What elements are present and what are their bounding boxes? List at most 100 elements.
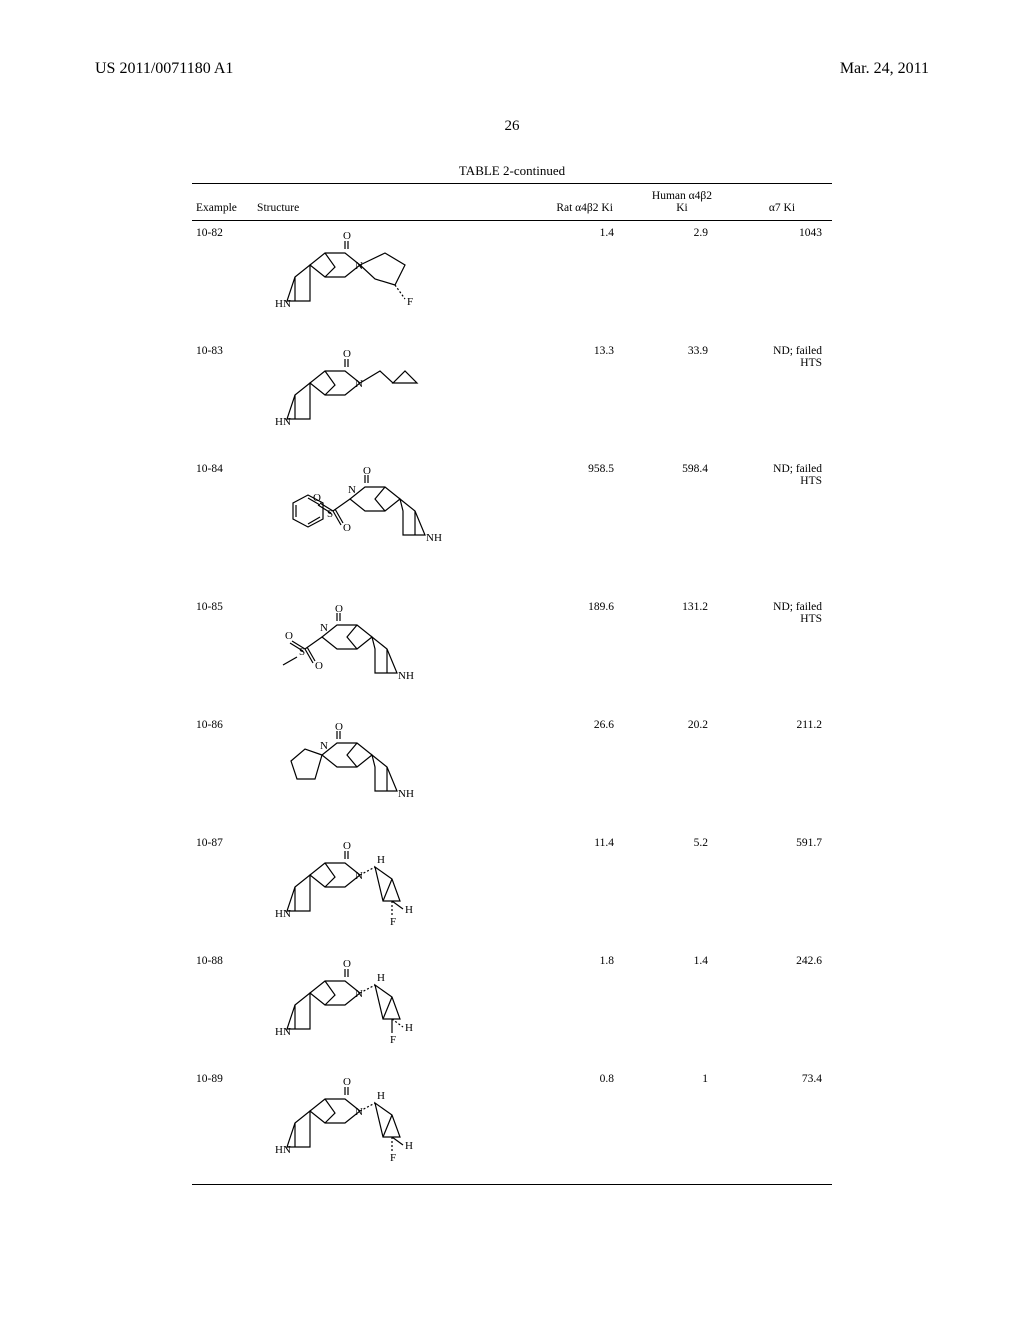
table-row: 10-86 O N NH bbox=[192, 713, 832, 831]
svg-text:F: F bbox=[390, 1152, 396, 1164]
table-header-row: Example Structure Rat α4β2 Ki Human α4β2… bbox=[192, 184, 832, 221]
cell-human: 131.2 bbox=[632, 595, 732, 713]
cell-structure: O N O S O NH bbox=[253, 457, 537, 595]
table-body: 10-82 O N HN bbox=[192, 221, 832, 1185]
cell-example: 10-86 bbox=[192, 713, 253, 831]
structure-diagram-icon: O N HN H F H bbox=[275, 957, 465, 1057]
svg-text:O: O bbox=[315, 660, 323, 672]
svg-text:N: N bbox=[348, 484, 356, 496]
col-header-a7: α7 Ki bbox=[732, 184, 832, 221]
cell-human: 5.2 bbox=[632, 831, 732, 949]
cell-human: 598.4 bbox=[632, 457, 732, 595]
cell-rat: 1.4 bbox=[537, 221, 632, 339]
col-header-human: Human α4β2 Ki bbox=[632, 184, 732, 221]
svg-text:H: H bbox=[405, 1022, 413, 1034]
svg-text:F: F bbox=[407, 296, 413, 308]
cell-human: 1 bbox=[632, 1067, 732, 1185]
svg-text:S: S bbox=[299, 646, 305, 658]
cell-rat: 1.8 bbox=[537, 949, 632, 1067]
cell-example: 10-83 bbox=[192, 339, 253, 457]
svg-text:O: O bbox=[335, 603, 343, 615]
page-header: US 2011/0071180 A1 Mar. 24, 2011 bbox=[0, 0, 1024, 78]
table-row: 10-89 bbox=[192, 1067, 832, 1185]
table-row: 10-83 O N HN bbox=[192, 339, 832, 457]
cell-example: 10-84 bbox=[192, 457, 253, 595]
table-row: 10-84 bbox=[192, 457, 832, 595]
svg-text:HN: HN bbox=[275, 1144, 291, 1156]
cell-rat: 11.4 bbox=[537, 831, 632, 949]
cell-a7: ND; failedHTS bbox=[732, 339, 832, 457]
svg-text:O: O bbox=[363, 465, 371, 477]
cell-rat: 13.3 bbox=[537, 339, 632, 457]
cell-human: 20.2 bbox=[632, 713, 732, 831]
cell-a7: ND; failedHTS bbox=[732, 457, 832, 595]
cell-human: 2.9 bbox=[632, 221, 732, 339]
svg-text:O: O bbox=[343, 522, 351, 534]
svg-text:O: O bbox=[343, 230, 351, 242]
svg-text:N: N bbox=[355, 1106, 363, 1118]
cell-structure: O N HN H F H bbox=[253, 949, 537, 1067]
svg-text:O: O bbox=[343, 348, 351, 360]
cell-a7: ND; failedHTS bbox=[732, 595, 832, 713]
svg-text:O: O bbox=[343, 840, 351, 852]
svg-text:O: O bbox=[285, 630, 293, 642]
cell-structure: O N HN F bbox=[253, 221, 537, 339]
cell-example: 10-88 bbox=[192, 949, 253, 1067]
svg-text:NH: NH bbox=[398, 788, 414, 800]
svg-text:N: N bbox=[355, 378, 363, 390]
table-row: 10-88 bbox=[192, 949, 832, 1067]
svg-text:N: N bbox=[355, 988, 363, 1000]
svg-text:F: F bbox=[390, 916, 396, 928]
cell-rat: 189.6 bbox=[537, 595, 632, 713]
structure-diagram-icon: O N NH bbox=[275, 721, 465, 821]
svg-text:O: O bbox=[313, 492, 321, 504]
cell-example: 10-85 bbox=[192, 595, 253, 713]
patent-number: US 2011/0071180 A1 bbox=[95, 60, 233, 78]
cell-structure: O N HN bbox=[253, 339, 537, 457]
cell-a7: 73.4 bbox=[732, 1067, 832, 1185]
svg-text:HN: HN bbox=[275, 298, 291, 310]
col-header-rat: Rat α4β2 Ki bbox=[537, 184, 632, 221]
svg-text:HN: HN bbox=[275, 1026, 291, 1038]
structure-diagram-icon: O N O S O NH bbox=[275, 465, 475, 585]
table-container: TABLE 2-continued Example Structure Rat … bbox=[192, 163, 832, 1185]
cell-example: 10-82 bbox=[192, 221, 253, 339]
svg-text:NH: NH bbox=[426, 532, 442, 544]
col-header-structure: Structure bbox=[253, 184, 537, 221]
cell-a7: 591.7 bbox=[732, 831, 832, 949]
cell-structure: O N NH bbox=[253, 713, 537, 831]
cell-human: 1.4 bbox=[632, 949, 732, 1067]
svg-text:O: O bbox=[335, 721, 343, 733]
svg-text:HN: HN bbox=[275, 908, 291, 920]
structure-diagram-icon: O N O S O NH bbox=[275, 603, 465, 703]
svg-text:O: O bbox=[343, 958, 351, 970]
structure-diagram-icon: O N HN H F H bbox=[275, 1075, 465, 1175]
col-header-example: Example bbox=[192, 184, 253, 221]
cell-structure: O N O S O NH bbox=[253, 595, 537, 713]
cell-a7: 242.6 bbox=[732, 949, 832, 1067]
svg-text:N: N bbox=[355, 260, 363, 272]
svg-text:HN: HN bbox=[275, 416, 291, 428]
cell-human: 33.9 bbox=[632, 339, 732, 457]
cell-example: 10-87 bbox=[192, 831, 253, 949]
publication-date: Mar. 24, 2011 bbox=[840, 60, 929, 78]
svg-text:O: O bbox=[343, 1076, 351, 1088]
svg-text:H: H bbox=[405, 904, 413, 916]
svg-text:F: F bbox=[390, 1034, 396, 1046]
svg-text:N: N bbox=[320, 740, 328, 752]
cell-structure: O N HN H F H bbox=[253, 1067, 537, 1185]
cell-a7: 211.2 bbox=[732, 713, 832, 831]
structure-diagram-icon: O N HN H F H bbox=[275, 839, 465, 939]
svg-text:H: H bbox=[377, 972, 385, 984]
structure-diagram-icon: O N HN bbox=[275, 347, 465, 447]
structure-diagram-icon: O N HN F bbox=[275, 229, 465, 329]
cell-rat: 26.6 bbox=[537, 713, 632, 831]
data-table: Example Structure Rat α4β2 Ki Human α4β2… bbox=[192, 183, 832, 1185]
cell-structure: O N HN H F H bbox=[253, 831, 537, 949]
svg-text:S: S bbox=[327, 508, 333, 520]
cell-rat: 0.8 bbox=[537, 1067, 632, 1185]
svg-text:H: H bbox=[377, 1090, 385, 1102]
table-title: TABLE 2-continued bbox=[192, 163, 832, 179]
svg-text:N: N bbox=[320, 622, 328, 634]
cell-a7: 1043 bbox=[732, 221, 832, 339]
